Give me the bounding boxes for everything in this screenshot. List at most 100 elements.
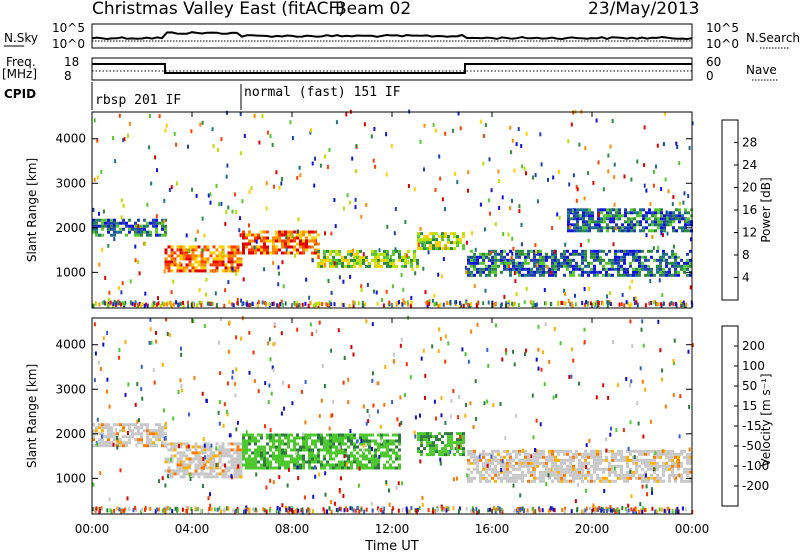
- echo-cell: [324, 492, 327, 497]
- echo-cell: [264, 381, 267, 386]
- echo-cell: [347, 264, 350, 268]
- echo-cell: [574, 499, 577, 504]
- echo-cell: [426, 241, 429, 245]
- echo-cell: [167, 448, 171, 452]
- echo-cell: [287, 236, 290, 240]
- echo-cell: [342, 279, 345, 284]
- echo-cell: [340, 476, 342, 481]
- echo-cell: [426, 235, 429, 239]
- echo-cell: [365, 457, 368, 461]
- echo-cell: [456, 238, 459, 242]
- echo-cell: [509, 452, 512, 456]
- echo-cell: [567, 220, 570, 224]
- echo-cell: [296, 509, 299, 514]
- echo-cell: [490, 454, 493, 459]
- echo-cell: [137, 432, 140, 436]
- echo-cell: [206, 457, 210, 461]
- echo-cell: [314, 433, 317, 437]
- echo-cell: [394, 207, 397, 211]
- echo-cell: [284, 301, 287, 306]
- echo-cell: [596, 270, 599, 274]
- echo-cell: [200, 254, 204, 258]
- echo-cell: [342, 380, 345, 385]
- echo-cell: [224, 222, 227, 226]
- echo-cell: [163, 198, 166, 203]
- echo-cell: [476, 258, 479, 262]
- echo-cell: [296, 460, 299, 464]
- echo-cell: [659, 264, 662, 268]
- echo-cell: [290, 439, 293, 443]
- echo-cell: [662, 252, 665, 256]
- echo-cell: [578, 452, 581, 456]
- echo-cell: [383, 466, 386, 470]
- echo-cell: [359, 454, 362, 458]
- echo-cell: [581, 509, 584, 514]
- echo-cell: [299, 239, 302, 243]
- echo-cell: [170, 442, 174, 446]
- echo-cell: [353, 261, 356, 265]
- echo-cell: [441, 238, 444, 242]
- echo-cell: [93, 177, 96, 182]
- echo-cell: [462, 432, 465, 436]
- echo-cell: [470, 329, 473, 334]
- echo-cell: [444, 235, 447, 239]
- echo-cell: [641, 479, 644, 483]
- echo-cell: [164, 426, 167, 430]
- echo-cell: [542, 464, 545, 468]
- echo-cell: [233, 457, 237, 461]
- echo-cell: [462, 303, 465, 308]
- echo-cell: [359, 258, 362, 262]
- echo-cell: [141, 302, 144, 306]
- echo-cell: [104, 426, 107, 430]
- echo-cell: [368, 460, 371, 464]
- echo-cell: [203, 463, 207, 467]
- echo-cell: [641, 476, 644, 480]
- echo-cell: [302, 457, 305, 461]
- echo-cell: [421, 495, 424, 500]
- echo-cell: [539, 476, 542, 480]
- echo-cell: [660, 226, 663, 230]
- echo-cell: [140, 507, 143, 512]
- echo-cell: [173, 454, 177, 458]
- echo-cell: [155, 438, 158, 442]
- echo-cell: [635, 300, 638, 305]
- echo-cell: [374, 460, 377, 464]
- echo-cell: [614, 470, 617, 474]
- echo-cell: [224, 263, 228, 267]
- echo-cell: [564, 242, 567, 247]
- echo-cell: [308, 239, 311, 243]
- echo-cell: [209, 466, 213, 470]
- echo-cell: [383, 255, 386, 259]
- echo-cell: [101, 218, 104, 222]
- x-tick-label: 00:00: [675, 522, 710, 536]
- echo-cell: [206, 460, 210, 464]
- echo-cell: [203, 269, 207, 273]
- echo-cell: [581, 479, 584, 483]
- echo-cell: [359, 249, 362, 253]
- echo-cell: [551, 470, 554, 474]
- echo-cell: [598, 506, 601, 510]
- echo-cell: [533, 258, 536, 262]
- echo-cell: [107, 438, 110, 442]
- echo-cell: [344, 442, 347, 446]
- echo-cell: [450, 432, 453, 436]
- echo-cell: [123, 137, 126, 142]
- echo-cell: [638, 476, 641, 480]
- echo-cell: [454, 300, 457, 305]
- echo-cell: [482, 455, 485, 459]
- echo-cell: [563, 473, 566, 477]
- echo-cell: [176, 472, 180, 476]
- echo-cell: [397, 481, 400, 486]
- echo-cell: [202, 437, 205, 441]
- echo-cell: [168, 188, 171, 192]
- echo-cell: [280, 411, 283, 416]
- echo-cell: [402, 287, 405, 292]
- echo-cell: [623, 303, 626, 308]
- echo-cell: [128, 218, 131, 222]
- nave-tick-top: 60: [706, 55, 721, 69]
- echo-cell: [542, 461, 545, 465]
- echo-cell: [589, 506, 592, 511]
- echo-cell: [473, 467, 476, 471]
- echo-cell: [618, 302, 621, 307]
- echo-cell: [656, 455, 659, 459]
